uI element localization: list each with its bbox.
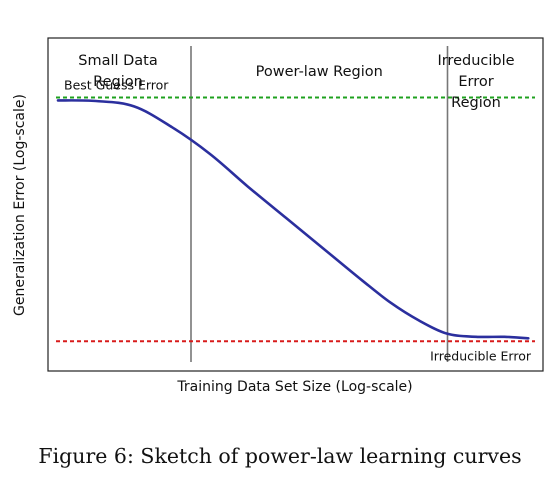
x-axis-label: Training Data Set Size (Log-scale)	[176, 379, 412, 395]
region-label-3-line-1: Irreducible	[437, 53, 514, 69]
region-labels: Small Data Region Power-law Region Irreduci…	[78, 53, 514, 111]
figure-caption: Figure 6: Sketch of power-law learning c…	[38, 444, 522, 468]
region-label-1-line-1: Small Data	[78, 53, 158, 69]
region-dividers	[190, 46, 449, 362]
plot-frame	[47, 37, 544, 372]
irreducible-error-label: Irreducible Error	[430, 348, 532, 363]
y-axis-label: Generalization Error (Log-scale)	[12, 94, 28, 316]
region-label-3-line-2: Error	[458, 74, 493, 90]
learning-curve-chart: Small Data Region Power-law Region Irreduci…	[12, 37, 544, 395]
best-guess-error-label: Best Guess Error	[64, 77, 169, 92]
learning-curve-line	[56, 99, 530, 340]
reference-lines	[56, 96, 535, 343]
region-label-1-line-2: Region	[93, 74, 143, 90]
region-label-2-line-1: Power-law Region	[256, 64, 383, 80]
region-label-3-line-3: Region	[451, 95, 501, 111]
